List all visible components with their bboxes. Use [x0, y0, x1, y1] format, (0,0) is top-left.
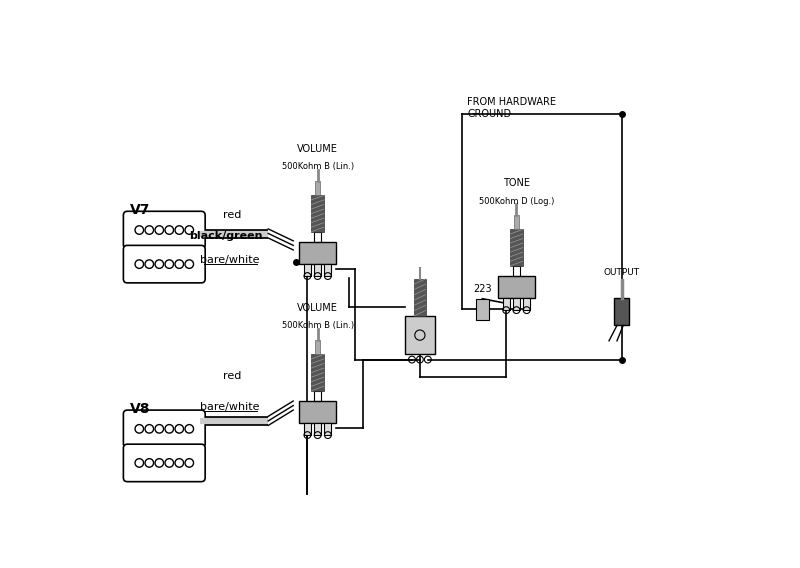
Bar	[405, 316, 434, 354]
Text: 500Kohm D (Log.): 500Kohm D (Log.)	[478, 197, 554, 206]
Bar	[315, 181, 321, 195]
Text: 500Kohm B (Lin.): 500Kohm B (Lin.)	[282, 162, 354, 172]
Text: black/green: black/green	[189, 231, 262, 241]
Text: VOLUME: VOLUME	[298, 144, 338, 154]
Text: FROM HARDWARE: FROM HARDWARE	[467, 97, 556, 107]
Bar	[325, 423, 331, 435]
Text: VOLUME: VOLUME	[298, 303, 338, 313]
Bar	[299, 401, 336, 423]
Bar	[476, 299, 489, 320]
Bar	[523, 298, 530, 310]
Bar	[314, 264, 321, 276]
Bar	[314, 423, 321, 435]
Bar	[614, 298, 629, 325]
Text: GROUND: GROUND	[467, 108, 511, 119]
Bar	[414, 279, 426, 316]
Bar	[299, 242, 336, 264]
FancyBboxPatch shape	[123, 410, 205, 448]
Text: 223: 223	[473, 284, 492, 294]
Bar	[503, 298, 510, 310]
FancyBboxPatch shape	[123, 444, 205, 482]
Text: OUTPUT: OUTPUT	[603, 268, 639, 277]
FancyBboxPatch shape	[123, 211, 205, 249]
Text: V7: V7	[130, 203, 150, 217]
Text: 500Kohm B (Lin.): 500Kohm B (Lin.)	[282, 321, 354, 331]
Bar	[510, 229, 522, 266]
Text: V8: V8	[130, 402, 150, 416]
Bar	[513, 298, 520, 310]
Bar	[304, 264, 311, 276]
Text: bare/white: bare/white	[200, 402, 259, 412]
Bar	[311, 354, 324, 391]
Bar	[498, 276, 535, 298]
Text: TONE: TONE	[503, 178, 530, 188]
FancyBboxPatch shape	[123, 245, 205, 283]
Text: red: red	[223, 210, 242, 220]
Bar	[311, 195, 324, 232]
Bar	[315, 340, 321, 354]
Text: red: red	[223, 371, 242, 381]
Bar	[304, 423, 311, 435]
Text: bare/white: bare/white	[200, 255, 259, 265]
Bar	[514, 215, 519, 229]
Bar	[325, 264, 331, 276]
